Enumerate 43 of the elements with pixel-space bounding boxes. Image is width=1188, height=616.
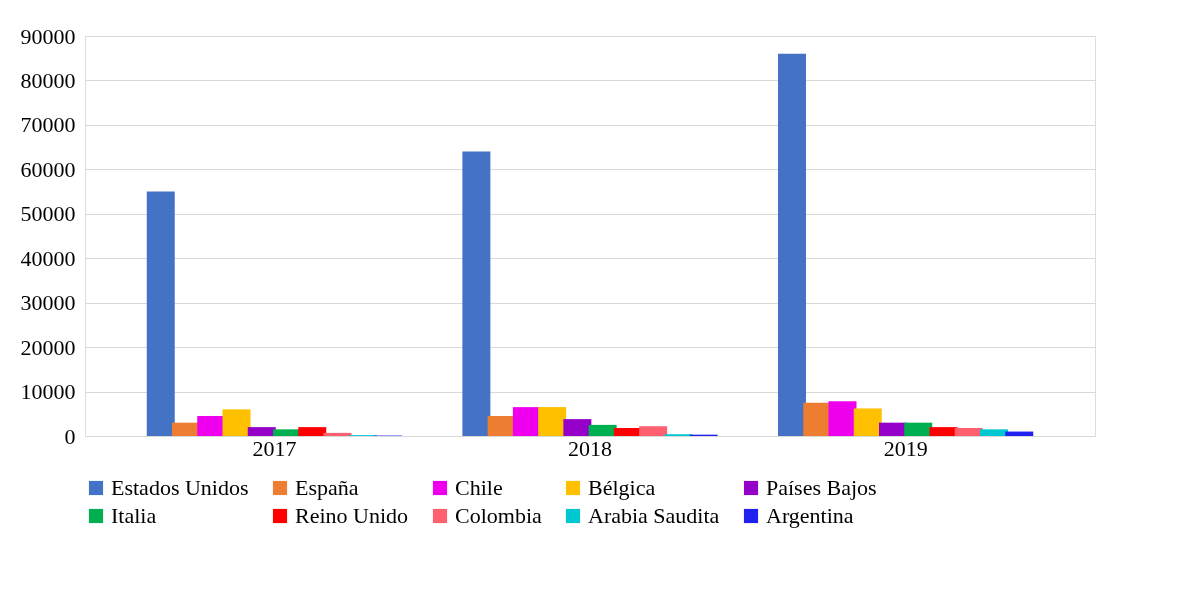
bar [588, 424, 617, 436]
legend-label: Reino Unido [295, 503, 409, 528]
bar [904, 422, 933, 436]
legend-label: Colombia [455, 503, 543, 528]
y-tick-label: 40000 [20, 245, 76, 271]
y-tick-label: 60000 [20, 156, 76, 182]
legend-label: Italia [111, 503, 157, 528]
bar [853, 408, 882, 436]
y-tick-label: 80000 [20, 67, 76, 93]
y-tick-label: 10000 [20, 379, 76, 405]
bar [980, 429, 1008, 436]
bar [197, 416, 226, 436]
bar [803, 402, 832, 436]
y-tick-label: 20000 [20, 334, 76, 360]
legend-label: España [295, 475, 359, 500]
y-tick-label: 0 [64, 423, 76, 449]
bar [146, 191, 175, 436]
bar [563, 419, 592, 436]
bar [323, 432, 352, 436]
legend-label: Chile [455, 475, 503, 500]
bar [639, 426, 668, 436]
legend-label: Bélgica [588, 475, 656, 500]
y-tick-label: 30000 [20, 290, 76, 316]
bar [954, 428, 983, 436]
y-tick-label: 50000 [20, 201, 76, 227]
legend-label: Arabia Saudita [588, 503, 720, 528]
legend-label: Países Bajos [766, 475, 877, 500]
bar [538, 407, 567, 436]
bar [298, 427, 327, 436]
bar [1005, 431, 1034, 436]
bar [828, 401, 857, 436]
bar [222, 409, 251, 436]
x-tick-label: 2019 [883, 435, 928, 461]
legend-label: Estados Unidos [111, 475, 249, 500]
bar [247, 427, 276, 436]
bar [929, 427, 958, 436]
x-tick-label: 2018 [568, 435, 612, 461]
legend-label: Argentina [766, 503, 854, 528]
bar [462, 151, 491, 436]
y-tick-label: 90000 [20, 23, 76, 49]
y-tick-label: 70000 [20, 112, 76, 138]
bar [778, 53, 806, 436]
x-tick-label: 2017 [252, 435, 297, 461]
